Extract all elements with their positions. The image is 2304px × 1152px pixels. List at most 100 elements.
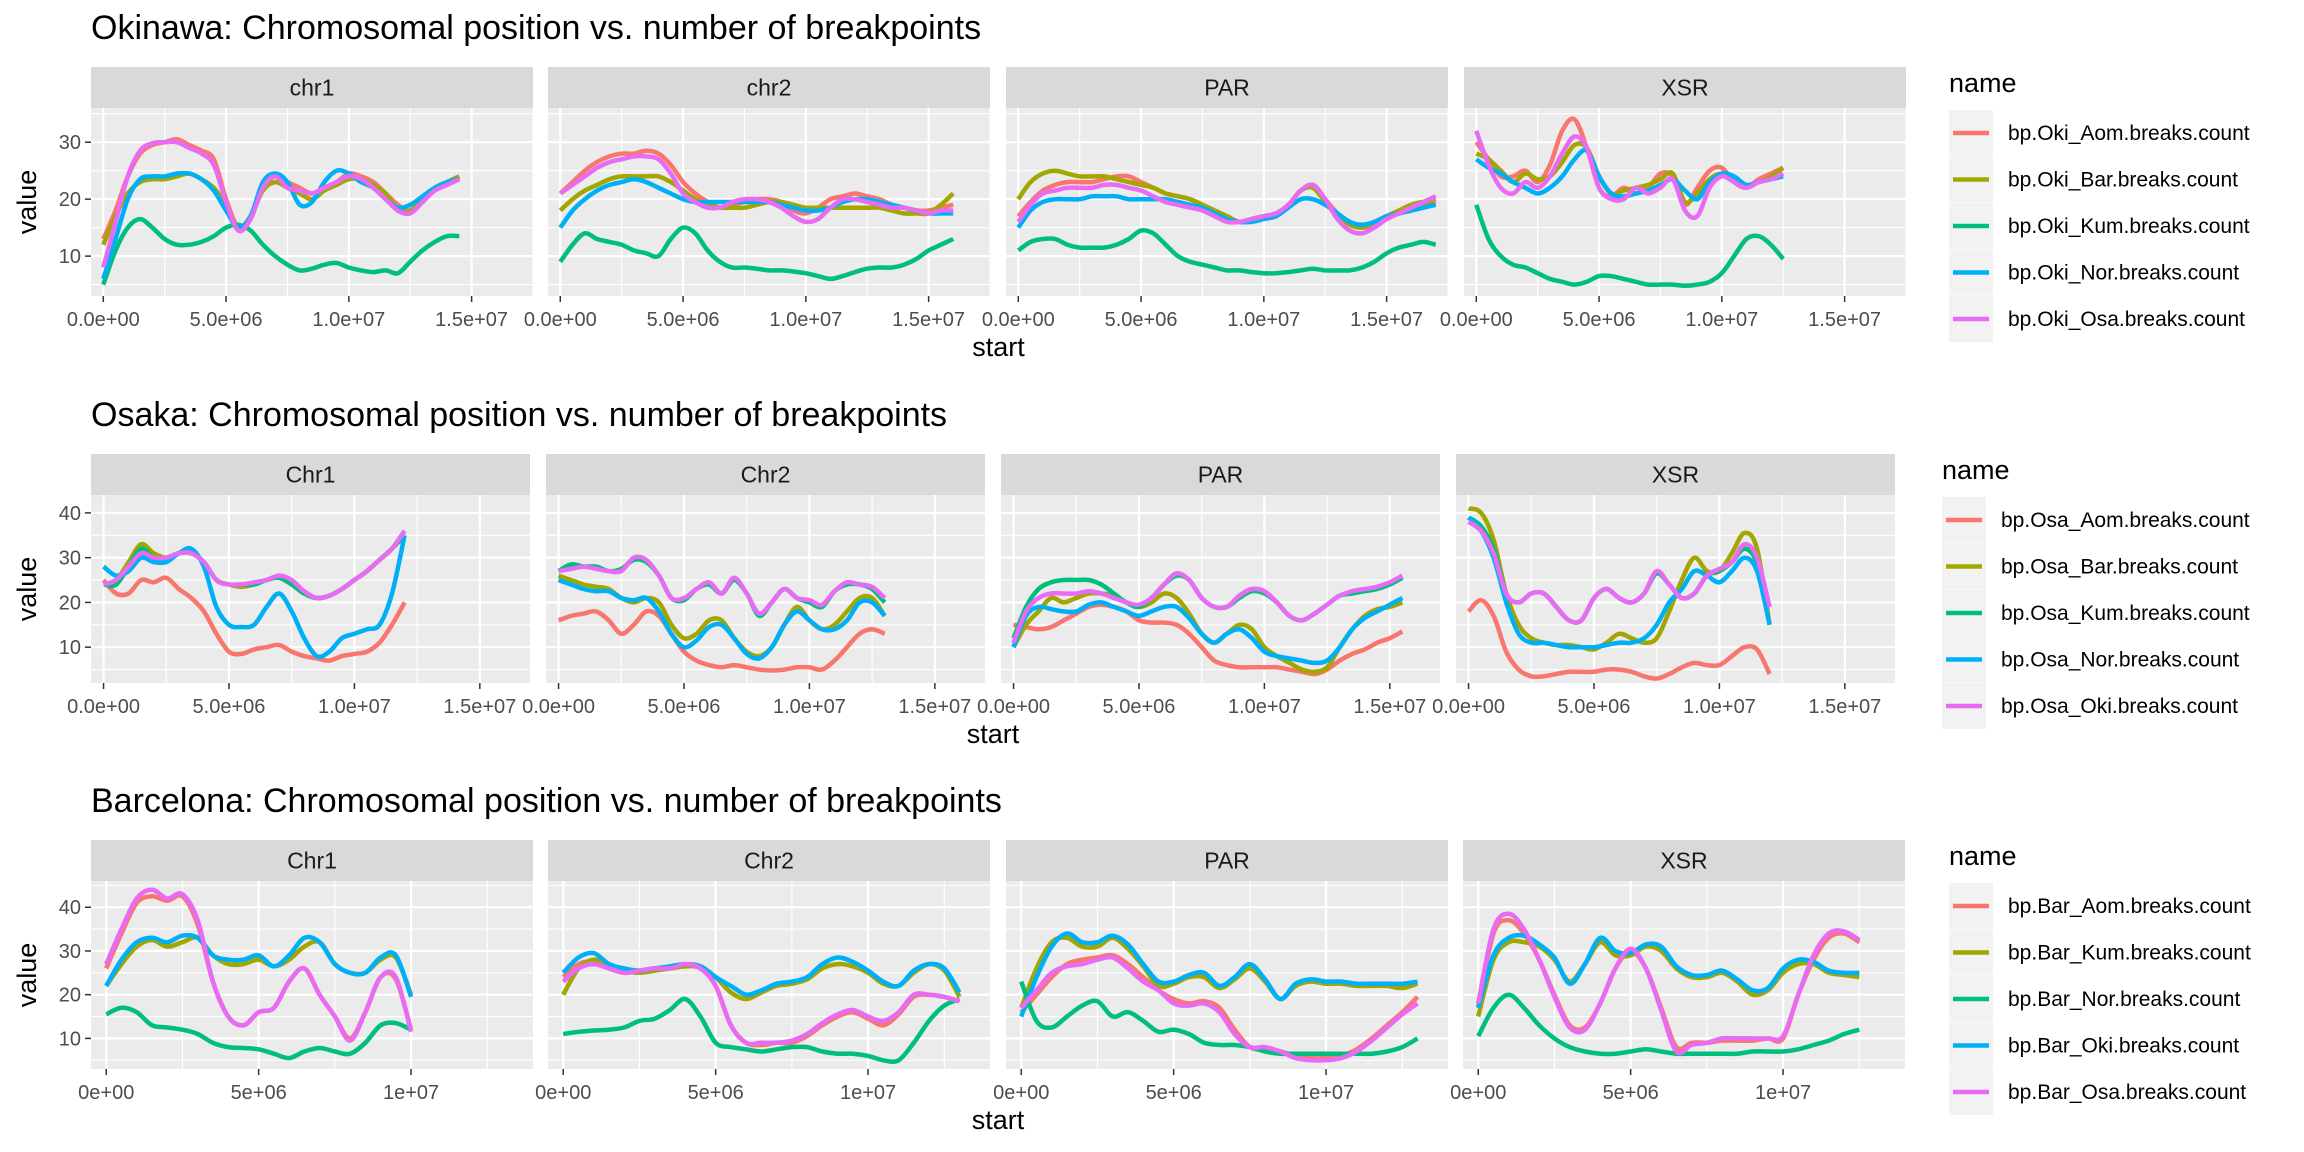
- chart-2: Osaka: Chromosomal position vs. number o…: [12, 396, 2250, 749]
- facet-par: PAR 0e+00 5e+06 1e+07: [993, 840, 1448, 1104]
- x-axis-title: start: [972, 332, 1025, 362]
- series-line-bp-osa-nor-breaks-count: [557, 577, 887, 661]
- x-tick-label: 1.0e+07: [1683, 696, 1756, 718]
- x-tick-label: 1e+07: [840, 1082, 896, 1104]
- facet-strip-label: Chr1: [287, 848, 337, 874]
- facet-strip-label: PAR: [1198, 462, 1244, 488]
- facet-xsr: XSR 0e+00 5e+06 1e+07: [1450, 840, 1905, 1104]
- y-tick-label: 20: [59, 189, 81, 211]
- facet-strip: [1006, 840, 1448, 881]
- x-tick-label: 1.0e+07: [312, 309, 385, 331]
- series-line-bp-osa-aom-breaks-count: [101, 575, 407, 663]
- x-tick-label: 5.0e+06: [190, 309, 263, 331]
- x-tick-label: 1.0e+07: [318, 696, 391, 718]
- legend-label: bp.Osa_Nor.breaks.count: [2001, 649, 2239, 672]
- x-tick-label: 1.5e+07: [1808, 696, 1881, 718]
- x-tick-label: 1.0e+07: [769, 309, 842, 331]
- chart-1: Okinawa: Chromosomal position vs. number…: [12, 9, 2250, 362]
- facet-strip: [1006, 67, 1448, 108]
- series-line-bp-bar-osa-breaks-count: [104, 887, 414, 1043]
- series-line-bp-osa-aom-breaks-count: [1466, 597, 1772, 681]
- legend-label: bp.Bar_Osa.breaks.count: [2008, 1081, 2246, 1104]
- y-tick-label: 30: [59, 548, 81, 570]
- facet-strip: [91, 840, 533, 881]
- y-tick-label: 20: [59, 592, 81, 614]
- legend-label: bp.Osa_Oki.breaks.count: [2001, 695, 2238, 718]
- facet-par: PAR 0.0e+00 5.0e+06 1.0e+07 1.5e+07: [977, 454, 1440, 718]
- facet-strip-label: Chr2: [744, 848, 794, 874]
- x-tick-label: 0.0e+00: [524, 309, 597, 331]
- facet-chr1: chr1 0.0e+00 5.0e+06 1.0e+07 1.5e+07 10 20 30: [59, 67, 534, 331]
- series-line-bp-bar-osa-breaks-count: [1475, 911, 1861, 1056]
- x-tick-label: 1.0e+07: [1228, 696, 1301, 718]
- x-tick-label: 1.5e+07: [435, 309, 508, 331]
- x-tick-label: 1.5e+07: [892, 309, 965, 331]
- legend-label: bp.Bar_Aom.breaks.count: [2008, 895, 2251, 918]
- facet-xsr: XSR 0.0e+00 5.0e+06 1.0e+07 1.5e+07: [1432, 454, 1895, 718]
- x-tick-label: 1.5e+07: [1808, 309, 1881, 331]
- x-tick-label: 5e+06: [688, 1082, 744, 1104]
- y-tick-label: 30: [59, 941, 81, 963]
- series-line-bp-oki-osa-breaks-count: [101, 139, 461, 269]
- x-tick-label: 0.0e+00: [67, 309, 140, 331]
- y-tick-label: 20: [59, 985, 81, 1007]
- x-tick-label: 5e+06: [1146, 1082, 1202, 1104]
- facet-chr2: Chr2 0e+00 5e+06 1e+07: [535, 840, 990, 1104]
- series-line-bp-bar-osa-breaks-count: [1019, 954, 1419, 1063]
- series-line-bp-bar-oki-breaks-count: [104, 932, 414, 998]
- panel-background: [91, 495, 530, 683]
- facet-par: PAR 0.0e+00 5.0e+06 1.0e+07 1.5e+07: [982, 67, 1449, 331]
- x-tick-label: 5.0e+06: [193, 696, 266, 718]
- legend-label: bp.Bar_Nor.breaks.count: [2008, 988, 2240, 1011]
- x-tick-label: 0.0e+00: [522, 696, 595, 718]
- facet-strip: [548, 67, 990, 108]
- series-line-bp-bar-nor-breaks-count: [1476, 992, 1860, 1057]
- series-line-bp-bar-oki-breaks-count: [561, 950, 962, 998]
- legend-label: bp.Osa_Kum.breaks.count: [2001, 602, 2250, 625]
- legend-label: bp.Oki_Nor.breaks.count: [2008, 262, 2239, 285]
- series-line-bp-osa-nor-breaks-count: [102, 534, 407, 660]
- series-line-bp-osa-oki-breaks-count: [1467, 519, 1772, 625]
- series-line-bp-bar-osa-breaks-count: [561, 961, 961, 1047]
- x-tick-label: 0.0e+00: [982, 309, 1055, 331]
- x-tick-label: 1e+07: [1755, 1082, 1811, 1104]
- x-tick-label: 5.0e+06: [1105, 309, 1178, 331]
- facet-strip-label: PAR: [1204, 848, 1250, 874]
- facet-strip: [91, 454, 530, 495]
- series-line-bp-oki-bar-breaks-count: [558, 173, 955, 217]
- series-line-bp-bar-oki-breaks-count: [1019, 931, 1418, 1018]
- panel-background: [1006, 108, 1448, 296]
- facet-strip: [546, 454, 985, 495]
- y-tick-label: 10: [59, 1028, 81, 1050]
- series-line-bp-oki-kum-breaks-count: [1016, 227, 1437, 276]
- facet-strip: [548, 840, 990, 881]
- series-line-bp-osa-nor-breaks-count: [1011, 596, 1404, 666]
- series-line-bp-oki-kum-breaks-count: [1474, 204, 1785, 288]
- legend-label: bp.Oki_Osa.breaks.count: [2008, 308, 2245, 331]
- y-tick-label: 40: [59, 897, 81, 919]
- facet-strip: [1001, 454, 1440, 495]
- series-line-bp-osa-nor-breaks-count: [1466, 515, 1772, 650]
- facet-strip-label: Chr1: [286, 462, 336, 488]
- chart-title: Barcelona: Chromosomal position vs. numb…: [91, 782, 1002, 820]
- facet-strip: [1456, 454, 1895, 495]
- x-tick-label: 5.0e+06: [648, 696, 721, 718]
- facet-strip-label: chr1: [290, 75, 335, 101]
- facet-chr2: chr2 0.0e+00 5.0e+06 1.0e+07 1.5e+07: [524, 67, 991, 331]
- series-line-bp-osa-oki-breaks-count: [558, 554, 887, 616]
- legend: name bp.Oki_Aom.breaks.count bp.Oki_Bar.br…: [1949, 68, 2250, 342]
- series-line-bp-oki-osa-breaks-count: [558, 153, 954, 225]
- facet-strip-label: XSR: [1661, 75, 1708, 101]
- legend: name bp.Bar_Aom.breaks.count bp.Bar_Kum.br…: [1949, 841, 2251, 1115]
- legend-title: name: [1949, 841, 2017, 871]
- legend-title: name: [1949, 68, 2017, 98]
- panel-background: [1006, 881, 1448, 1069]
- legend-label: bp.Oki_Aom.breaks.count: [2008, 122, 2250, 145]
- x-tick-label: 5e+06: [1603, 1082, 1659, 1104]
- facet-strip: [91, 67, 533, 108]
- facet-xsr: XSR 0.0e+00 5.0e+06 1.0e+07 1.5e+07: [1440, 67, 1907, 331]
- series-line-bp-oki-kum-breaks-count: [101, 216, 460, 286]
- facet-strip: [1463, 840, 1905, 881]
